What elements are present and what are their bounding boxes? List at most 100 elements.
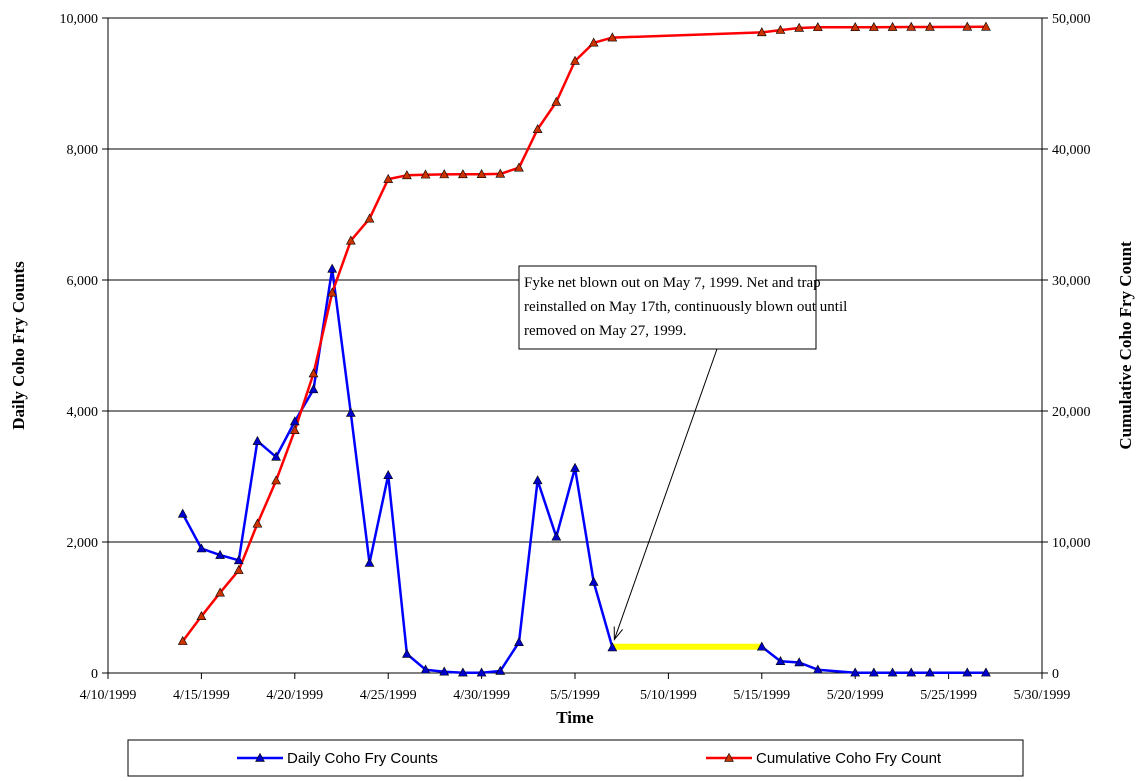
- y-right-tick-label: 40,000: [1052, 143, 1091, 158]
- data-point-cumulative: [289, 425, 300, 435]
- data-point-daily: [962, 667, 973, 677]
- data-point-daily: [794, 657, 805, 667]
- annotation: Fyke net blown out on May 7, 1999. Net a…: [518, 265, 847, 641]
- annotation-box: [518, 265, 817, 350]
- series-line-daily: [181, 267, 614, 674]
- legend-marker-cumulative: [724, 752, 734, 762]
- data-point-cumulative: [252, 518, 263, 528]
- data-point-cumulative: [420, 169, 431, 179]
- data-point-cumulative: [756, 27, 767, 37]
- annotation-text-line: Fyke net blown out on May 7, 1999. Net a…: [524, 275, 821, 291]
- data-point-cumulative: [271, 475, 281, 485]
- data-point-daily: [233, 555, 244, 565]
- x-tick-label: 4/15/1999: [173, 688, 230, 703]
- annotation-text-line: reinstalled on May 17th, continuously bl…: [524, 299, 847, 315]
- data-point-cumulative: [588, 37, 599, 47]
- data-point-cumulative: [981, 21, 991, 31]
- data-point-daily: [925, 667, 935, 677]
- data-point-daily: [271, 451, 281, 461]
- data-point-cumulative: [383, 173, 394, 183]
- y-axis-left-title: Daily Coho Fry Counts: [9, 261, 28, 430]
- data-point-daily: [196, 543, 207, 553]
- y-left-tick-label: 10,000: [60, 12, 99, 27]
- data-point-daily: [981, 667, 991, 677]
- legend-label-cumulative: Cumulative Coho Fry Count: [756, 750, 942, 767]
- data-point-cumulative: [196, 611, 207, 621]
- y-axis-right-title: Cumulative Coho Fry Count: [1116, 241, 1135, 450]
- x-tick-label: 5/5/1999: [550, 688, 600, 703]
- x-tick-label: 4/30/1999: [453, 688, 510, 703]
- y-right-tick-label: 0: [1052, 667, 1059, 682]
- data-point-daily: [775, 655, 786, 665]
- data-point-daily: [402, 648, 412, 658]
- data-point-cumulative: [514, 162, 524, 172]
- data-point-cumulative: [345, 235, 356, 245]
- data-point-cumulative: [364, 213, 375, 223]
- y-left-tick-label: 2,000: [67, 536, 99, 551]
- y-right-tick-label: 10,000: [1052, 536, 1091, 551]
- y-left-tick-label: 6,000: [67, 274, 99, 289]
- data-point-cumulative: [402, 170, 412, 180]
- data-point-daily: [514, 636, 524, 646]
- x-tick-label: 5/25/1999: [920, 688, 977, 703]
- data-point-daily: [252, 435, 263, 445]
- data-point-daily: [383, 469, 394, 479]
- y-left-tick-label: 0: [91, 667, 98, 682]
- data-point-cumulative: [177, 635, 188, 645]
- data-point-cumulative: [775, 24, 786, 34]
- data-point-cumulative: [812, 22, 823, 32]
- data-point-cumulative: [794, 22, 805, 32]
- data-point-daily: [177, 508, 188, 518]
- data-point-cumulative: [476, 169, 487, 179]
- legend-marker-daily: [255, 752, 265, 762]
- data-point-cumulative: [570, 55, 580, 65]
- data-point-daily: [906, 667, 917, 677]
- data-point-daily: [364, 557, 375, 567]
- data-point-daily: [495, 665, 506, 675]
- data-point-cumulative: [327, 287, 338, 297]
- legend-item-cumulative: Cumulative Coho Fry Count: [706, 750, 942, 767]
- data-point-cumulative: [850, 22, 861, 31]
- x-tick-label: 4/20/1999: [266, 688, 323, 703]
- data-point-cumulative: [551, 96, 562, 106]
- y-left-tick-label: 8,000: [67, 143, 99, 158]
- data-point-daily: [607, 642, 618, 652]
- data-point-cumulative: [308, 368, 319, 378]
- y-right-tick-label: 30,000: [1052, 274, 1091, 289]
- series-layer: [177, 21, 991, 677]
- data-point-daily: [420, 664, 431, 674]
- data-point-cumulative: [233, 564, 244, 574]
- x-tick-label: 5/15/1999: [733, 688, 790, 703]
- annotation-text-line: removed on May 27, 1999.: [524, 323, 686, 339]
- data-point-daily: [439, 666, 450, 676]
- data-point-daily: [215, 549, 225, 559]
- data-point-daily: [588, 576, 599, 586]
- y-right-tick-label: 50,000: [1052, 12, 1091, 27]
- data-point-daily: [812, 664, 823, 674]
- data-point-cumulative: [887, 21, 898, 31]
- data-point-cumulative: [495, 168, 506, 178]
- y-right-tick-label: 20,000: [1052, 405, 1091, 420]
- legend-label-daily: Daily Coho Fry Counts: [287, 750, 438, 767]
- x-tick-label: 5/30/1999: [1014, 688, 1071, 703]
- data-point-daily: [850, 667, 861, 677]
- data-point-daily: [308, 384, 319, 394]
- legend-item-daily: Daily Coho Fry Counts: [237, 750, 438, 767]
- data-point-cumulative: [607, 32, 618, 42]
- data-point-cumulative: [869, 21, 879, 31]
- x-tick-label: 5/20/1999: [827, 688, 884, 703]
- annotation-arrow-head: [613, 626, 624, 641]
- data-point-daily: [887, 667, 898, 677]
- data-point-daily: [756, 641, 767, 651]
- data-point-daily: [532, 475, 543, 485]
- data-point-daily: [289, 416, 300, 426]
- data-point-daily: [327, 263, 338, 273]
- data-point-cumulative: [532, 123, 543, 133]
- x-tick-label: 4/25/1999: [360, 688, 417, 703]
- data-point-daily: [551, 531, 562, 541]
- data-point-cumulative: [458, 169, 468, 179]
- data-point-cumulative: [439, 169, 450, 179]
- legend: Daily Coho Fry Counts Cumulative Coho Fr…: [127, 739, 1024, 777]
- data-point-daily: [476, 667, 487, 677]
